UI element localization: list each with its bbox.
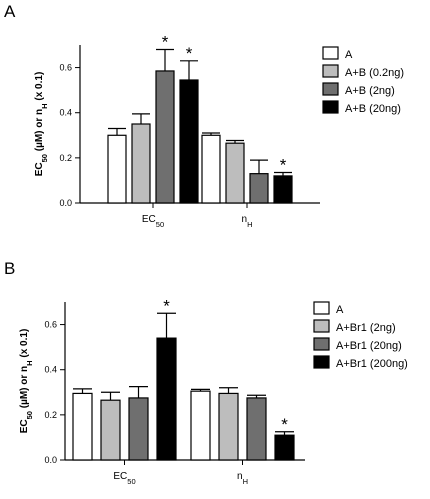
bar [128, 397, 149, 461]
bar [273, 175, 293, 204]
x-tick-label: nH [237, 471, 248, 486]
legend-swatch [322, 64, 339, 78]
legend-swatch [322, 82, 339, 96]
bar [190, 390, 211, 461]
panel-letter: A [4, 2, 16, 21]
panel-a: A 0.0 0.2 0.4 0.6 EC50 (µM) or nH (x 0.1) EC50… [4, 2, 404, 229]
bar [107, 134, 127, 204]
y-tick-label: 0.6 [44, 320, 57, 330]
panel-b: B 0.0 0.2 0.4 0.6 EC50 (µM) or nH (x 0.1) EC50… [4, 259, 408, 486]
bar [155, 70, 175, 204]
legend-label: A [345, 49, 353, 61]
legend-label: A+Br1 (200ng) [336, 358, 408, 370]
bar [100, 399, 121, 461]
legend-swatch [322, 100, 339, 114]
y-tick-label: 0.6 [59, 63, 72, 73]
legend-label: A [336, 304, 344, 316]
bar [131, 123, 151, 204]
x-tick-label: EC50 [113, 471, 135, 486]
bar [249, 173, 269, 204]
legend-label: A+B (20ng) [345, 103, 401, 115]
y-axis-label: EC50 (µM) or nH (x 0.1) [34, 72, 49, 177]
y-tick-label: 0.2 [44, 410, 57, 420]
legend-swatch [313, 319, 330, 333]
significance-marker: * [186, 44, 193, 63]
bar [246, 397, 267, 461]
legend-swatch [322, 46, 339, 60]
significance-marker: * [281, 415, 288, 434]
y-tick-label: 0.2 [59, 153, 72, 163]
bar [274, 434, 295, 461]
y-tick-label: 0.4 [44, 365, 57, 375]
x-tick-label: EC50 [142, 214, 164, 229]
y-tick-label: 0.4 [59, 108, 72, 118]
y-axis-label: EC50 (µM) or nH (x 0.1) [19, 329, 34, 434]
legend-swatch [313, 337, 330, 351]
legend-label: A+Br1 (20ng) [336, 340, 402, 352]
y-tick-label: 0.0 [44, 455, 57, 465]
bar [218, 392, 239, 461]
significance-marker: * [162, 33, 169, 52]
legend-label: A+B (2ng) [345, 85, 395, 97]
x-tick-label: nH [242, 214, 253, 229]
panel-letter: B [4, 259, 15, 278]
bar [201, 134, 221, 204]
bar [225, 142, 245, 204]
legend-label: A+B (0.2ng) [345, 67, 404, 79]
y-tick-label: 0.0 [59, 198, 72, 208]
bar [179, 79, 199, 204]
bar [156, 337, 177, 461]
legend-label: A+Br1 (2ng) [336, 322, 396, 334]
significance-marker: * [163, 296, 170, 315]
legend-swatch [313, 301, 330, 315]
bar [72, 392, 93, 461]
significance-marker: * [280, 156, 287, 175]
legend-swatch [313, 355, 330, 369]
